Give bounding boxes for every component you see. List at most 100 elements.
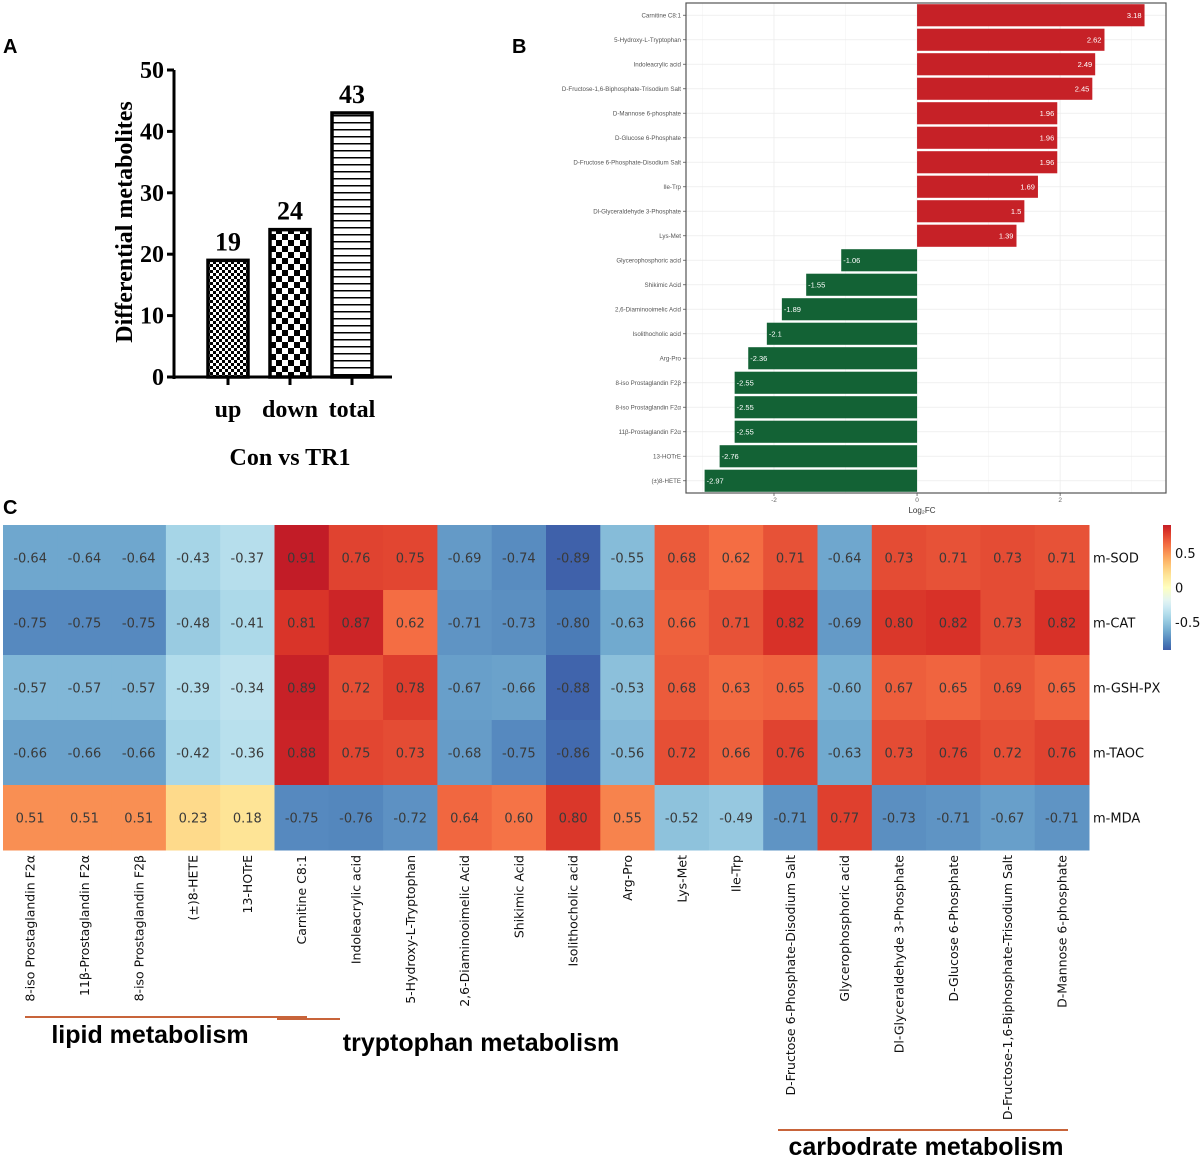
heatmap-cell-value: 0.23 [179, 812, 208, 827]
heatmap-cell [980, 655, 1036, 721]
heatmap-cell [274, 525, 330, 591]
panel-b-bar [917, 224, 1017, 247]
heatmap-column-label: 2,6-Diaminooimelic Acid [457, 855, 472, 1007]
heatmap-cell-value: 0.78 [396, 682, 425, 697]
heatmap-cell [220, 525, 275, 591]
heatmap-cell [437, 655, 493, 721]
heatmap-cell-value: -0.64 [828, 552, 862, 567]
panel-b-bar [917, 4, 1145, 27]
panel-b-category-label: Lys-Met [659, 233, 681, 240]
heatmap-cell [926, 655, 981, 721]
panel-b-bar [917, 102, 1058, 125]
heatmap-cell [437, 785, 493, 851]
heatmap-cell [708, 720, 764, 786]
heatmap-cell-value: 0.73 [884, 552, 913, 567]
heatmap-cell [817, 525, 873, 591]
heatmap-cell-value: -0.86 [556, 747, 590, 762]
heatmap-cell-value: -0.75 [13, 617, 47, 632]
heatmap-cell-value: -0.71 [774, 812, 808, 827]
panel-a-category-label: down [262, 397, 318, 423]
heatmap-cell-value: 0.72 [667, 747, 696, 762]
panel-b-bar [748, 347, 918, 370]
heatmap-cell-value: 0.76 [341, 552, 370, 567]
panel-b-category-label: 2,6-Diaminooimelic Acid [615, 306, 682, 313]
heatmap-cell [3, 720, 58, 786]
heatmap-cell-value: -0.75 [122, 617, 156, 632]
panel-b-x-tick-label: 0 [915, 497, 919, 504]
panel-b-bar [719, 445, 918, 468]
panel-b-category-label: D-Fructose-1,6-Biphosphate-Trisodium Sal… [562, 86, 681, 93]
panel-b-category-label: 13-HOTrE [653, 453, 681, 460]
heatmap-cell [1034, 525, 1090, 591]
heatmap-cell-value: -0.57 [13, 682, 47, 697]
heatmap-cell-value: 0.76 [1047, 747, 1076, 762]
heatmap-cell [491, 525, 547, 591]
heatmap-cell [871, 655, 927, 721]
heatmap-cell [274, 785, 330, 851]
heatmap-cell-value: -0.64 [122, 552, 156, 567]
heatmap-cell [1034, 720, 1090, 786]
heatmap-cell-value: -0.68 [448, 747, 482, 762]
panel-b-data-label: -2.76 [722, 452, 739, 461]
panel-b-bar [704, 469, 918, 492]
panel-b-log2fc-chart: 3.18 Carnitine C8:1 2.62 5-Hydroxy-L-Trypto… [562, 2, 1167, 515]
heatmap-cell [57, 720, 113, 786]
heatmap-cell-value: -0.37 [231, 552, 265, 567]
heatmap-cell-value: 0.62 [722, 552, 751, 567]
heatmap-column-label: D-Glucose 6-Phosphate [946, 855, 961, 1002]
panel-b-bar [917, 28, 1105, 51]
heatmap-cell-value: -0.41 [231, 617, 265, 632]
heatmap-cell-value: 0.67 [884, 682, 913, 697]
heatmap-cell-value: -0.71 [936, 812, 970, 827]
heatmap-column-label: Glycerophosphoric acid [837, 855, 852, 1002]
heatmap-column-label: D-Fructose 6-Phosphate-Disodium Salt [783, 855, 798, 1096]
heatmap-cell [57, 590, 113, 656]
heatmap-cell-value: 0.82 [776, 617, 805, 632]
heatmap-cell-value: -0.48 [176, 617, 210, 632]
heatmap-cell-value: -0.49 [719, 812, 753, 827]
heatmap-cell [654, 590, 710, 656]
heatmap-cell-value: -0.73 [882, 812, 916, 827]
heatmap-cell [111, 655, 167, 721]
panel-a-y-tick-label: 10 [140, 304, 164, 330]
heatmap-cell-value: -0.75 [68, 617, 102, 632]
heatmap-cell [817, 720, 873, 786]
heatmap-cell [328, 785, 384, 851]
heatmap-cell [328, 655, 384, 721]
heatmap-row-label: m-MDA [1093, 812, 1140, 827]
panel-b-data-label: 2.62 [1087, 35, 1102, 44]
heatmap-cell-value: 0.76 [776, 747, 805, 762]
heatmap-cell [220, 590, 275, 656]
heatmap-cell-value: -0.64 [13, 552, 47, 567]
heatmap-cell-value: 0.63 [722, 682, 751, 697]
heatmap-cell-value: -0.60 [828, 682, 862, 697]
panel-a-data-label: 24 [277, 197, 303, 226]
panel-b-bar [734, 371, 918, 394]
panel-b-bar [734, 396, 918, 419]
heatmap-cell [763, 720, 818, 786]
heatmap-column-label: Lys-Met [674, 855, 689, 903]
heatmap-cell [383, 785, 438, 851]
panel-b-bar [917, 126, 1058, 149]
panel-b-x-tick-label: 2 [1058, 497, 1062, 504]
heatmap-cell-value: -0.63 [828, 747, 862, 762]
heatmap-cell-value: 0.65 [1047, 682, 1076, 697]
panel-b-bar [734, 420, 918, 443]
heatmap-cell [274, 655, 330, 721]
heatmap-cell-value: -0.39 [176, 682, 210, 697]
heatmap-column-label: Carnitine C8:1 [294, 855, 309, 945]
heatmap-column-label: 5-Hydroxy-L-Tryptophan [403, 855, 418, 1004]
panel-b-category-label: D-Glucose 6-Phosphate [615, 135, 682, 142]
panel-b-category-label: Indoleacrylic acid [634, 61, 682, 68]
heatmap-cell-value: 0.66 [667, 617, 696, 632]
heatmap-column-label: Ile-Trp [729, 855, 744, 892]
heatmap-cell-value: -0.56 [611, 747, 645, 762]
heatmap-cell-value: -0.64 [68, 552, 102, 567]
heatmap-cell [600, 590, 656, 656]
heatmap-cell-value: -0.66 [122, 747, 156, 762]
panel-b-category-label: Dl-Glyceraldehyde 3-Phosphate [593, 208, 681, 215]
heatmap-column-label: Arg-Pro [620, 855, 635, 901]
heatmap-column-label: 13-HOTrE [240, 855, 255, 914]
heatmap-cell [1034, 785, 1090, 851]
heatmap-cell-value: 0.75 [396, 552, 425, 567]
